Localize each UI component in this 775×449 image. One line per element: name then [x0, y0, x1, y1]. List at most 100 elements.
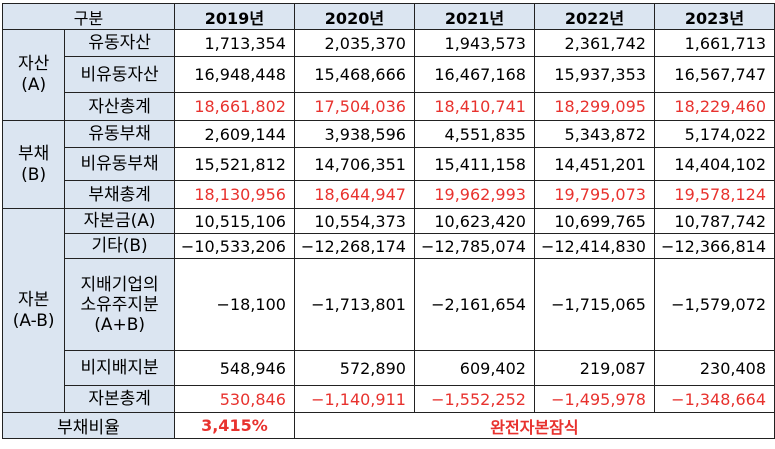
- header-year: 2023년: [653, 3, 775, 30]
- value-cell: 548,946: [173, 350, 295, 386]
- value-cell: 5,343,872: [533, 120, 655, 148]
- group-label-assets: 자산 (A): [1, 29, 66, 121]
- group-label-line: (A-B): [12, 310, 55, 331]
- table-row: 비유동자산 16,948,448 15,468,666 16,467,168 1…: [3, 56, 775, 93]
- value-cell: 16,467,168: [413, 56, 535, 93]
- row-label: 부채총계: [64, 180, 175, 209]
- value-cell: 10,787,742: [653, 208, 775, 234]
- header-year: 2021년: [413, 3, 535, 30]
- value-cell: 18,130,956: [173, 180, 295, 209]
- value-cell: 19,962,993: [413, 180, 535, 209]
- value-cell: 10,515,106: [173, 208, 295, 234]
- financial-table-container: 구분 2019년 2020년 2021년 2022년 2023년 자산 (A) …: [1, 3, 775, 439]
- value-cell: 1,661,713: [653, 29, 775, 57]
- group-label-line: (B): [21, 164, 47, 185]
- value-cell: −1,495,978: [533, 385, 655, 413]
- value-cell: −1,579,072: [653, 258, 775, 351]
- table-row: 자본총계 530,846 −1,140,911 −1,552,252 −1,49…: [3, 385, 775, 413]
- value-cell: 1,713,354: [173, 29, 295, 57]
- capital-impairment-note: 완전자본잠식: [293, 412, 775, 439]
- value-cell: −1,348,664: [653, 385, 775, 413]
- value-cell: −12,268,174: [293, 233, 415, 259]
- value-cell: 18,644,947: [293, 180, 415, 209]
- value-cell: 18,229,460: [653, 92, 775, 121]
- value-cell: 15,468,666: [293, 56, 415, 93]
- value-cell: −12,785,074: [413, 233, 535, 259]
- row-label: 자본총계: [64, 385, 175, 413]
- table-row: 비유동부채 15,521,812 14,706,351 15,411,158 1…: [3, 147, 775, 181]
- value-cell: 14,404,102: [653, 147, 775, 181]
- value-cell: 16,567,747: [653, 56, 775, 93]
- value-cell: 3,938,596: [293, 120, 415, 148]
- value-cell: 15,521,812: [173, 147, 295, 181]
- value-cell: 14,706,351: [293, 147, 415, 181]
- value-cell: 17,504,036: [293, 92, 415, 121]
- row-label: 비유동부채: [64, 147, 175, 181]
- row-label: 자본금(A): [64, 208, 175, 234]
- table-row: 자산총계 18,661,802 17,504,036 18,410,741 18…: [3, 92, 775, 121]
- header-label: 구분: [2, 3, 175, 30]
- value-cell: 18,299,095: [533, 92, 655, 121]
- group-label-liabilities: 부채 (B): [1, 120, 66, 209]
- value-cell: −1,140,911: [293, 385, 415, 413]
- value-cell: −1,715,065: [533, 258, 655, 351]
- value-cell: 10,623,420: [413, 208, 535, 234]
- row-label-controlling: 지배기업의 소유주지분 (A+B): [64, 258, 175, 351]
- row-label-line: 지배기업의: [80, 274, 159, 295]
- value-cell: 530,846: [173, 385, 295, 413]
- row-label: 자산총계: [64, 92, 175, 121]
- value-cell: −1,713,801: [293, 258, 415, 351]
- value-cell: −1,552,252: [413, 385, 535, 413]
- header-year: 2019년: [173, 3, 295, 30]
- value-cell: 2,035,370: [293, 29, 415, 57]
- ratio-row: 부채비율 3,415% 완전자본잠식: [2, 412, 775, 439]
- value-cell: 10,699,765: [533, 208, 655, 234]
- financial-statement-table: 구분 2019년 2020년 2021년 2022년 2023년 자산 (A) …: [1, 3, 775, 439]
- value-cell: 14,451,201: [533, 147, 655, 181]
- header-row: 구분 2019년 2020년 2021년 2022년 2023년: [2, 3, 775, 30]
- value-cell: 5,174,022: [653, 120, 775, 148]
- value-cell: 1,943,573: [413, 29, 535, 57]
- value-cell: 18,661,802: [173, 92, 295, 121]
- value-cell: −18,100: [173, 258, 295, 351]
- table-row: 지배기업의 소유주지분 (A+B) −18,100 −1,713,801 −2,…: [3, 258, 775, 351]
- ratio-label: 부채비율: [2, 412, 175, 439]
- row-label: 유동자산: [64, 29, 175, 57]
- group-label-line: 자본: [18, 289, 50, 310]
- value-cell: 16,948,448: [173, 56, 295, 93]
- value-cell: 2,361,742: [533, 29, 655, 57]
- value-cell: 18,410,741: [413, 92, 535, 121]
- row-label: 비지배지분: [64, 350, 175, 386]
- value-cell: 219,087: [533, 350, 655, 386]
- ratio-value: 3,415%: [173, 412, 295, 439]
- value-cell: 609,402: [413, 350, 535, 386]
- value-cell: 19,578,124: [653, 180, 775, 209]
- value-cell: 2,609,144: [173, 120, 295, 148]
- value-cell: −12,414,830: [533, 233, 655, 259]
- header-year: 2022년: [533, 3, 655, 30]
- row-label: 유동부채: [64, 120, 175, 148]
- row-label: 비유동자산: [64, 56, 175, 93]
- row-label-line: 소유주지분: [80, 294, 159, 315]
- group-label-line: 자산: [18, 54, 50, 74]
- value-cell: 4,551,835: [413, 120, 535, 148]
- value-cell: 10,554,373: [293, 208, 415, 234]
- row-label: 기타(B): [64, 233, 175, 259]
- table-row: 비지배지분 548,946 572,890 609,402 219,087 23…: [3, 350, 775, 386]
- value-cell: 19,795,073: [533, 180, 655, 209]
- value-cell: 230,408: [653, 350, 775, 386]
- value-cell: −2,161,654: [413, 258, 535, 351]
- value-cell: 15,937,353: [533, 56, 655, 93]
- table-row: 자산 (A) 유동자산 1,713,354 2,035,370 1,943,57…: [1, 29, 775, 121]
- value-cell: 15,411,158: [413, 147, 535, 181]
- value-cell: 572,890: [293, 350, 415, 386]
- table-row: 부채총계 18,130,956 18,644,947 19,962,993 19…: [3, 180, 775, 209]
- row-label-line: (A+B): [94, 314, 145, 335]
- value-cell: −12,366,814: [653, 233, 775, 259]
- table-row: 자본 (A-B) 자본금(A) 10,515,106 10,554,373 10…: [1, 208, 775, 413]
- header-year: 2020년: [293, 3, 415, 30]
- group-label-line: 부채: [18, 143, 50, 164]
- group-label-line: (A): [21, 75, 47, 95]
- group-label-equity: 자본 (A-B): [1, 208, 66, 413]
- table-row: 부채 (B) 유동부채 2,609,144 3,938,596 4,551,83…: [1, 120, 775, 209]
